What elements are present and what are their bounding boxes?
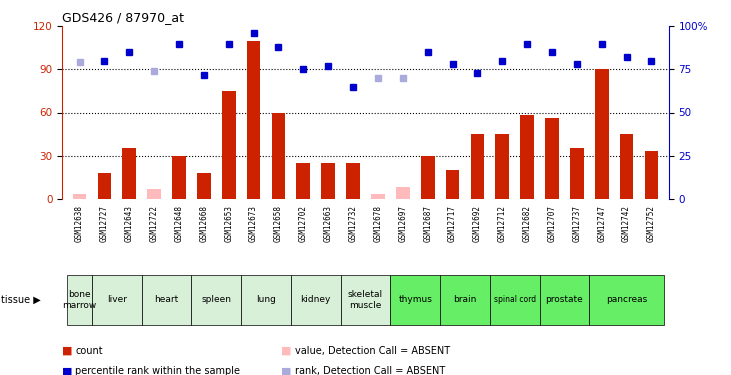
Text: GSM12717: GSM12717 — [448, 205, 457, 242]
Text: tissue ▶: tissue ▶ — [1, 295, 41, 305]
Text: thymus: thymus — [398, 296, 432, 304]
Text: kidney: kidney — [300, 296, 331, 304]
Bar — [272, 112, 285, 199]
Text: GSM12727: GSM12727 — [100, 205, 109, 242]
Bar — [297, 163, 310, 199]
Bar — [122, 148, 136, 199]
Bar — [595, 69, 609, 199]
Text: GSM12732: GSM12732 — [349, 205, 357, 242]
Bar — [496, 134, 509, 199]
Text: heart: heart — [154, 296, 178, 304]
Bar — [446, 170, 459, 199]
Text: GSM12682: GSM12682 — [523, 205, 531, 242]
Text: skeletal
muscle: skeletal muscle — [348, 290, 383, 310]
Bar — [440, 275, 490, 325]
Text: rank, Detection Call = ABSENT: rank, Detection Call = ABSENT — [295, 366, 445, 375]
Text: ■: ■ — [281, 346, 292, 355]
Bar — [390, 275, 440, 325]
Bar — [620, 134, 634, 199]
Bar — [539, 275, 589, 325]
Text: GSM12702: GSM12702 — [299, 205, 308, 242]
Bar — [222, 91, 235, 199]
Text: prostate: prostate — [545, 296, 583, 304]
Bar — [545, 118, 558, 199]
Text: value, Detection Call = ABSENT: value, Detection Call = ABSENT — [295, 346, 450, 355]
Bar — [67, 275, 92, 325]
Bar — [520, 116, 534, 199]
Text: spinal cord: spinal cord — [493, 296, 536, 304]
Bar — [192, 275, 241, 325]
Bar — [396, 187, 409, 199]
Text: GSM12668: GSM12668 — [200, 205, 208, 242]
Text: GSM12658: GSM12658 — [274, 205, 283, 242]
Text: GSM12638: GSM12638 — [75, 205, 84, 242]
Text: GSM12663: GSM12663 — [324, 205, 333, 242]
Text: ■: ■ — [62, 366, 72, 375]
Text: ■: ■ — [281, 366, 292, 375]
Text: GDS426 / 87970_at: GDS426 / 87970_at — [62, 11, 184, 24]
Bar — [490, 275, 539, 325]
Text: percentile rank within the sample: percentile rank within the sample — [75, 366, 240, 375]
Bar — [92, 275, 142, 325]
Text: GSM12747: GSM12747 — [597, 205, 606, 242]
Bar — [421, 156, 434, 199]
Bar — [371, 194, 385, 199]
Bar — [291, 275, 341, 325]
Text: GSM12752: GSM12752 — [647, 205, 656, 242]
Text: GSM12687: GSM12687 — [423, 205, 432, 242]
Text: GSM12678: GSM12678 — [374, 205, 382, 242]
Bar — [341, 275, 390, 325]
Text: ■: ■ — [62, 346, 72, 355]
Bar — [346, 163, 360, 199]
Bar — [322, 163, 335, 199]
Text: GSM12692: GSM12692 — [473, 205, 482, 242]
Bar — [570, 148, 583, 199]
Text: GSM12648: GSM12648 — [175, 205, 183, 242]
Text: lung: lung — [256, 296, 276, 304]
Text: GSM12707: GSM12707 — [548, 205, 556, 242]
Text: GSM12712: GSM12712 — [498, 205, 507, 242]
Text: GSM12742: GSM12742 — [622, 205, 631, 242]
Bar — [142, 275, 192, 325]
Text: GSM12643: GSM12643 — [125, 205, 134, 242]
Bar — [241, 275, 291, 325]
Text: GSM12653: GSM12653 — [224, 205, 233, 242]
Text: pancreas: pancreas — [606, 296, 647, 304]
Bar — [72, 194, 86, 199]
Text: GSM12737: GSM12737 — [572, 205, 581, 242]
Text: GSM12722: GSM12722 — [150, 205, 159, 242]
Bar — [148, 189, 161, 199]
Text: count: count — [75, 346, 103, 355]
Text: spleen: spleen — [201, 296, 231, 304]
Bar — [97, 173, 111, 199]
Bar — [589, 275, 664, 325]
Bar — [247, 40, 260, 199]
Text: GSM12697: GSM12697 — [398, 205, 407, 242]
Text: liver: liver — [107, 296, 127, 304]
Text: brain: brain — [453, 296, 477, 304]
Bar — [645, 151, 659, 199]
Text: bone
marrow: bone marrow — [62, 290, 96, 310]
Bar — [197, 173, 211, 199]
Bar — [471, 134, 484, 199]
Text: GSM12673: GSM12673 — [249, 205, 258, 242]
Bar — [173, 156, 186, 199]
